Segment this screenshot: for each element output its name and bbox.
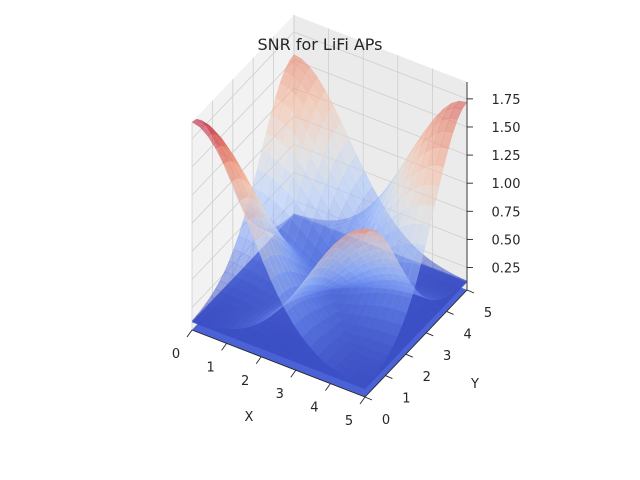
surface-face-ap3	[389, 345, 403, 355]
x-tick-label: 4	[310, 401, 318, 416]
x-tick	[359, 396, 366, 405]
y-axis-line	[364, 289, 468, 398]
surface-face-ap0	[412, 321, 426, 331]
surface-face-ap2	[356, 228, 371, 235]
x-tick	[290, 369, 297, 378]
y-tick	[385, 375, 393, 380]
surface-face-ap2	[384, 249, 398, 261]
z-tick-label: 1.25	[492, 149, 521, 164]
surface-face-ap2	[412, 291, 426, 298]
y-tick	[466, 289, 475, 294]
y-tick	[426, 332, 434, 337]
surface-face-ap2	[426, 296, 440, 301]
surfaces	[191, 54, 468, 397]
x-tick-label: 3	[276, 387, 284, 402]
y-tick	[446, 310, 454, 315]
x-tick-label: 1	[206, 360, 214, 375]
z-tick-label: 0.25	[492, 262, 521, 277]
x-tick-label: 2	[241, 374, 249, 389]
x-tick	[186, 329, 193, 338]
surface-face-ap1	[412, 243, 426, 266]
y-tick-label: 1	[402, 392, 410, 407]
surface-face-ap2	[375, 235, 389, 245]
z-tick-label: 1.50	[492, 121, 521, 136]
z-tick-label: 1.75	[492, 93, 521, 108]
x-tick-label: 5	[345, 414, 353, 429]
y-tick-label: 0	[382, 413, 390, 428]
y-tick-label: 2	[423, 370, 431, 385]
z-tick-label: 1.00	[492, 177, 521, 192]
surface-face-ap1	[449, 107, 463, 120]
y-axis-label: Y	[470, 377, 479, 392]
y-tick	[405, 353, 413, 358]
x-tick-label: 0	[172, 347, 180, 362]
surface-face-ap1	[431, 164, 445, 187]
x-tick	[221, 343, 227, 351]
y-tick-label: 4	[463, 327, 471, 342]
grid-z	[191, 31, 468, 140]
z-tick-label: 0.50	[492, 233, 521, 248]
surface-face-ap1	[398, 295, 412, 313]
x-axis-line	[191, 329, 366, 398]
x-tick	[325, 383, 331, 391]
y-tick-label: 3	[443, 349, 451, 364]
surface-face-ap3	[356, 378, 370, 388]
surface-face-ap1	[375, 351, 389, 364]
y-tick	[364, 396, 373, 401]
surface-face-ap1	[389, 322, 403, 337]
x-axis-label: X	[245, 410, 254, 425]
chart-title: SNR for LiFi APs	[258, 35, 383, 54]
surface-face-ap1	[380, 343, 394, 356]
y-tick-label: 5	[484, 306, 492, 321]
surface-face-ap3	[403, 331, 417, 341]
surface-face-ap1	[417, 224, 431, 247]
z-tick-label: 0.75	[492, 205, 521, 220]
x-tick	[255, 356, 262, 365]
surface-face-ap2	[430, 294, 445, 300]
surface-face-ap2	[435, 292, 450, 299]
